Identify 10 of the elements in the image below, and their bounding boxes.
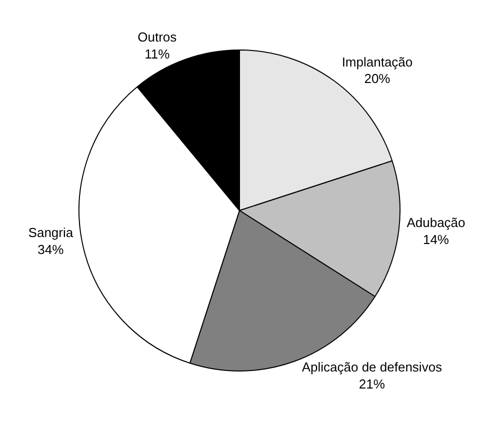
data-label: 20%	[364, 71, 391, 86]
data-label: 34%	[38, 242, 64, 258]
data-label: 14%	[422, 232, 450, 247]
slice-label: Implantação	[342, 54, 413, 70]
slice-label: Sangria	[28, 225, 74, 240]
data-label: 11%	[144, 46, 170, 62]
data-label: 21%	[358, 376, 386, 392]
slice-label: Adubação	[406, 214, 466, 230]
slice-label: Aplicação de defensivos	[302, 360, 443, 375]
slice-label: Outros	[138, 29, 178, 44]
